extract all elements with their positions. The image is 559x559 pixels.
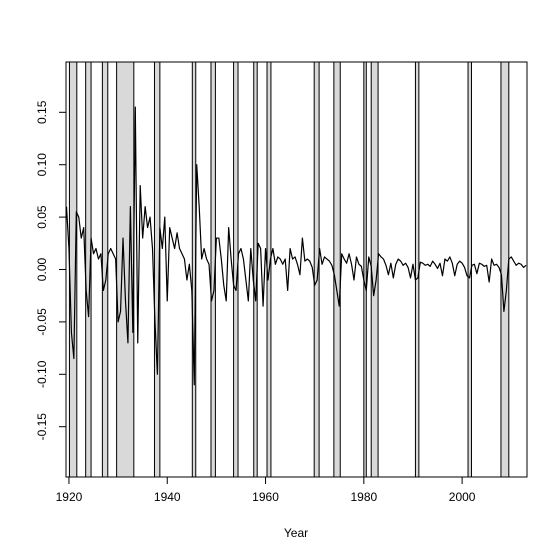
x-tick-label: 1920 xyxy=(56,490,83,504)
x-axis-label: Year xyxy=(284,526,308,540)
y-tick-label: 0.00 xyxy=(35,257,49,281)
y-tick-label: -0.10 xyxy=(35,360,49,388)
y-tick-label: 0.15 xyxy=(35,100,49,124)
shaded-period xyxy=(363,61,367,478)
y-tick-label: 0.05 xyxy=(35,205,49,229)
x-tick-label: 1980 xyxy=(350,490,377,504)
shaded-period xyxy=(333,61,341,478)
y-tick-label: -0.15 xyxy=(35,413,49,441)
x-tick-label: 1960 xyxy=(252,490,279,504)
shaded-period xyxy=(414,61,420,478)
x-tick-label: 2000 xyxy=(449,490,476,504)
y-tick-label: 0.10 xyxy=(35,153,49,177)
x-tick-label: 1940 xyxy=(154,490,181,504)
series-line xyxy=(65,106,527,386)
y-tick-label: -0.05 xyxy=(35,308,49,336)
